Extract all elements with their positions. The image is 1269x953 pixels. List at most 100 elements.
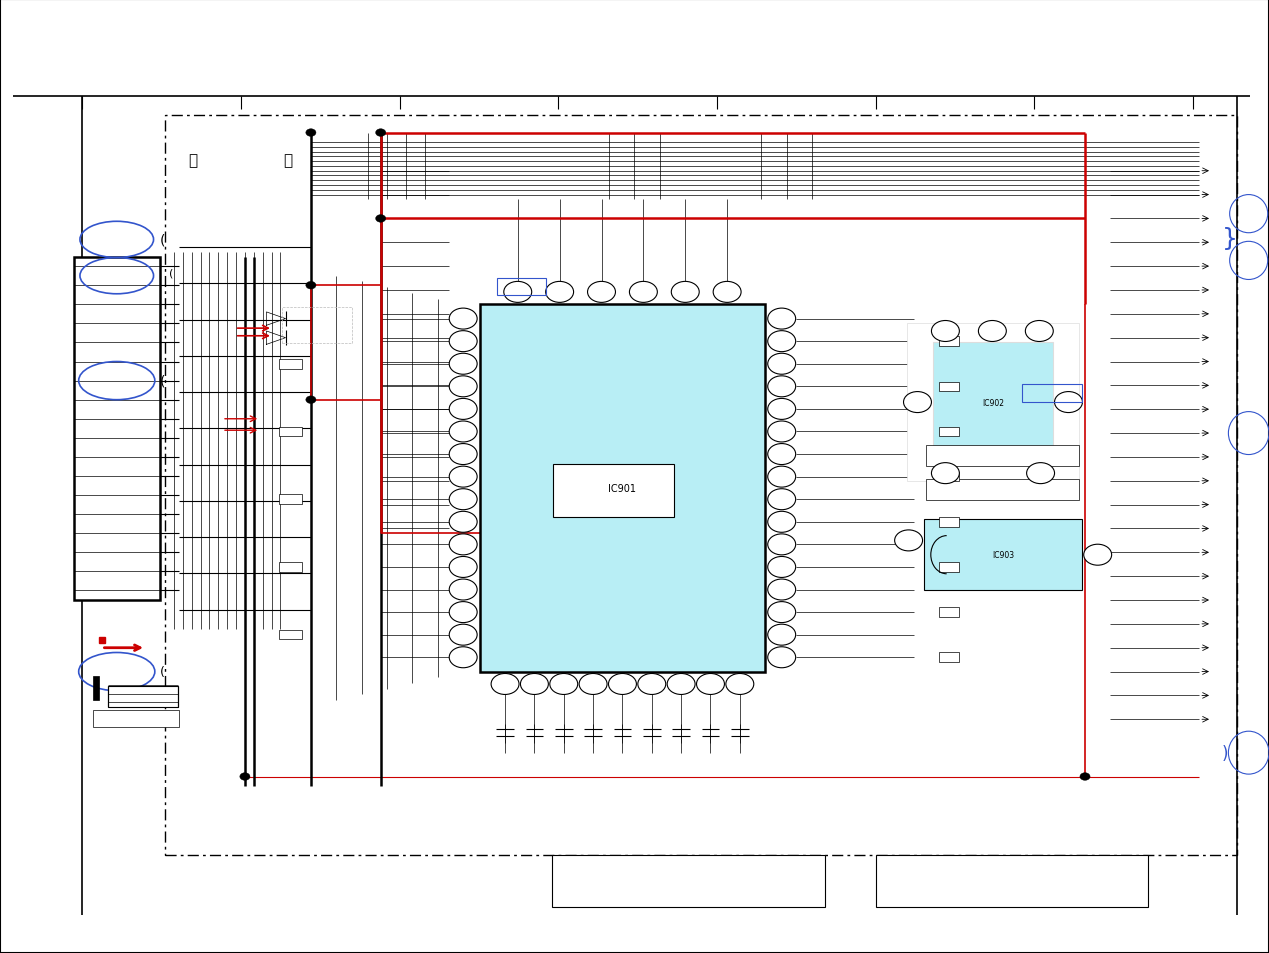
Circle shape xyxy=(449,535,477,556)
Bar xyxy=(939,382,959,392)
Circle shape xyxy=(768,399,796,420)
Bar xyxy=(939,337,959,347)
Bar xyxy=(939,473,959,482)
Bar xyxy=(907,324,1079,481)
Text: (: ( xyxy=(160,665,165,679)
Bar xyxy=(939,517,959,527)
Bar xyxy=(933,343,1053,462)
Circle shape xyxy=(491,674,519,695)
Bar xyxy=(108,686,178,707)
Circle shape xyxy=(376,215,386,223)
Bar xyxy=(279,630,302,639)
Circle shape xyxy=(697,674,725,695)
Circle shape xyxy=(609,674,636,695)
Circle shape xyxy=(449,399,477,420)
Circle shape xyxy=(768,376,796,397)
Bar xyxy=(497,278,546,295)
Circle shape xyxy=(1080,773,1090,781)
Circle shape xyxy=(768,467,796,488)
Bar xyxy=(1022,385,1082,402)
Text: IC901: IC901 xyxy=(608,483,637,494)
Bar xyxy=(93,710,179,727)
Text: }: } xyxy=(1222,226,1239,251)
Bar xyxy=(552,855,825,907)
Circle shape xyxy=(768,332,796,353)
Circle shape xyxy=(449,602,477,623)
Circle shape xyxy=(713,282,741,303)
Bar xyxy=(279,427,302,436)
Circle shape xyxy=(768,647,796,668)
Circle shape xyxy=(931,463,959,484)
Bar xyxy=(480,305,765,672)
Circle shape xyxy=(768,557,796,578)
Bar xyxy=(93,677,99,700)
Circle shape xyxy=(768,354,796,375)
Bar xyxy=(939,653,959,662)
Circle shape xyxy=(629,282,657,303)
Circle shape xyxy=(449,489,477,510)
Circle shape xyxy=(306,396,316,404)
Circle shape xyxy=(449,332,477,353)
Circle shape xyxy=(768,602,796,623)
Bar xyxy=(926,446,1079,467)
Circle shape xyxy=(768,512,796,533)
Text: (: ( xyxy=(160,375,165,388)
Text: (: ( xyxy=(160,233,165,247)
Circle shape xyxy=(449,579,477,600)
Circle shape xyxy=(449,624,477,645)
Circle shape xyxy=(588,282,615,303)
Circle shape xyxy=(504,282,532,303)
Circle shape xyxy=(449,647,477,668)
Circle shape xyxy=(240,773,250,781)
Circle shape xyxy=(768,579,796,600)
Circle shape xyxy=(768,444,796,465)
Bar xyxy=(279,359,302,369)
Circle shape xyxy=(449,421,477,442)
Circle shape xyxy=(306,130,316,137)
Circle shape xyxy=(449,557,477,578)
Circle shape xyxy=(579,674,607,695)
Circle shape xyxy=(1055,392,1082,414)
Text: (: ( xyxy=(169,269,173,278)
Circle shape xyxy=(449,467,477,488)
Bar xyxy=(74,257,160,600)
Circle shape xyxy=(546,282,574,303)
Circle shape xyxy=(978,321,1006,342)
Circle shape xyxy=(768,309,796,330)
Circle shape xyxy=(449,444,477,465)
Circle shape xyxy=(449,512,477,533)
Bar xyxy=(279,562,302,572)
Circle shape xyxy=(768,421,796,442)
Circle shape xyxy=(1084,545,1112,565)
Circle shape xyxy=(1025,321,1053,342)
Circle shape xyxy=(306,282,316,290)
Text: IC902: IC902 xyxy=(982,398,1004,407)
Bar xyxy=(282,308,352,344)
Circle shape xyxy=(931,321,959,342)
Text: 】: 】 xyxy=(283,152,292,168)
Circle shape xyxy=(638,674,666,695)
Text: 【: 【 xyxy=(188,152,197,168)
Circle shape xyxy=(376,130,386,137)
Bar xyxy=(165,116,1237,855)
Circle shape xyxy=(549,674,577,695)
Circle shape xyxy=(768,489,796,510)
Circle shape xyxy=(667,674,695,695)
Bar xyxy=(876,855,1148,907)
Circle shape xyxy=(726,674,754,695)
Circle shape xyxy=(449,376,477,397)
Bar xyxy=(553,464,674,517)
Circle shape xyxy=(768,624,796,645)
Bar xyxy=(939,562,959,572)
Bar xyxy=(279,495,302,504)
Circle shape xyxy=(449,309,477,330)
Bar xyxy=(939,427,959,436)
Circle shape xyxy=(520,674,548,695)
Bar xyxy=(939,608,959,618)
Text: IC903: IC903 xyxy=(992,551,1014,559)
Circle shape xyxy=(671,282,699,303)
Circle shape xyxy=(768,535,796,556)
Bar xyxy=(924,519,1082,591)
Circle shape xyxy=(449,354,477,375)
Circle shape xyxy=(1027,463,1055,484)
